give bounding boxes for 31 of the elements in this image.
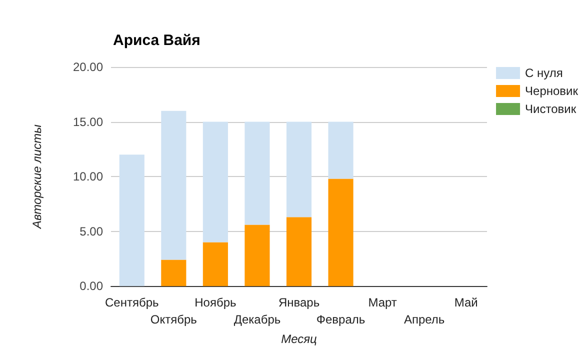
- x-tick-label: Май: [454, 296, 478, 310]
- x-tick-label: Октябрь: [150, 312, 197, 327]
- y-tick-label: 0.00: [80, 279, 104, 294]
- bar: [161, 110, 186, 260]
- x-axis-title: Месяц: [281, 332, 318, 346]
- legend-label: Чистовик: [525, 102, 577, 116]
- x-tick-label: Декабрь: [234, 312, 281, 327]
- bar: [119, 154, 144, 286]
- legend-label: С нуля: [525, 66, 563, 80]
- y-axis-title: Авторские листы: [30, 124, 44, 230]
- legend-label: Черновик: [525, 84, 579, 98]
- y-tick-label: 10.00: [72, 170, 104, 184]
- x-tick-label: Сентябрь: [105, 296, 159, 310]
- x-tick-label: Апрель: [404, 312, 445, 327]
- bar: [328, 122, 354, 179]
- x-tick-label: Январь: [278, 296, 320, 310]
- bar: [202, 122, 228, 242]
- y-tick-label: 20.00: [72, 60, 104, 74]
- bar: [286, 217, 312, 286]
- y-tick-label: 5.00: [80, 224, 104, 238]
- bar: [202, 242, 228, 286]
- bar: [244, 224, 270, 286]
- x-tick-label: Февраль: [316, 312, 366, 327]
- bar: [244, 122, 270, 225]
- bar: [161, 260, 186, 286]
- x-tick-label: Ноябрь: [194, 296, 236, 310]
- bar: [328, 178, 354, 286]
- x-tick-label: Март: [368, 296, 398, 310]
- y-tick-label: 15.00: [72, 114, 104, 129]
- chart-title: Ариса Вайя: [113, 32, 200, 49]
- bar: [286, 122, 312, 218]
